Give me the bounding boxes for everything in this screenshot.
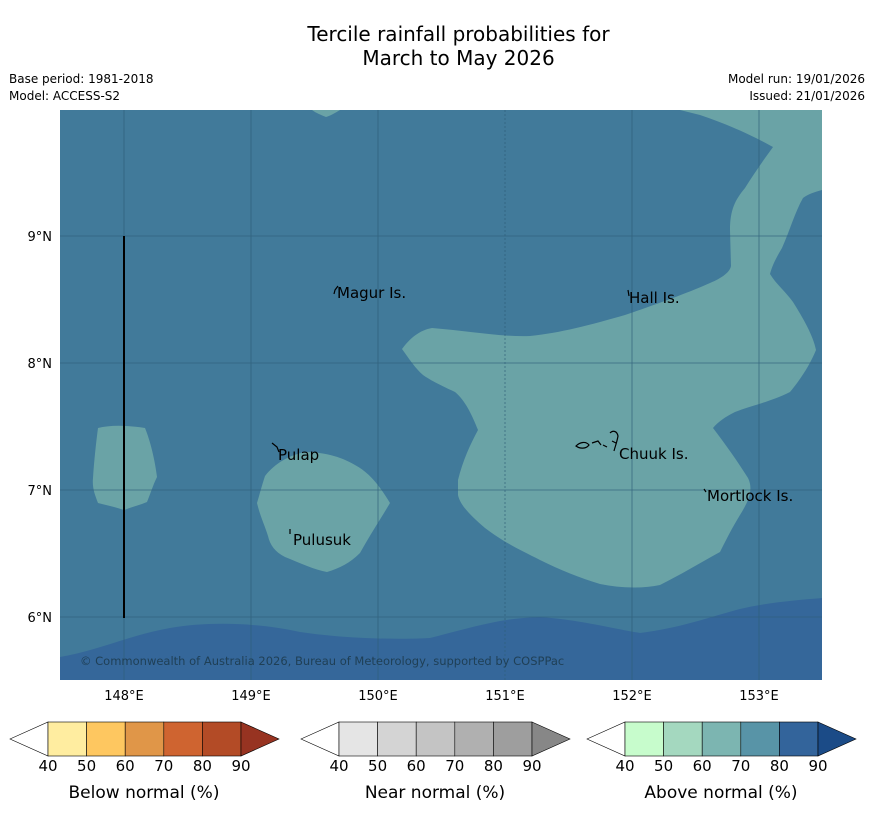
legend-near-title: Near normal (%) bbox=[365, 783, 505, 803]
near-60-region-pulap bbox=[257, 452, 390, 572]
legend-above-swatch-50-60 bbox=[663, 721, 703, 757]
place-label-pulap: Pulap bbox=[278, 446, 319, 464]
above-normal-80-band bbox=[60, 598, 822, 680]
lon-label-152e: 152°E bbox=[612, 689, 652, 704]
legend-near-normal: 40 50 60 70 80 90 Near normal (%) bbox=[300, 721, 571, 803]
legend-near-swatch-gt90 bbox=[531, 721, 571, 757]
legend-below-tick-40: 40 bbox=[38, 757, 57, 775]
legend-below-normal: 40 50 60 70 80 90 Below normal (%) bbox=[9, 721, 280, 803]
legend-below-tick-50: 50 bbox=[77, 757, 96, 775]
legend-below-swatch-40-50 bbox=[47, 721, 87, 757]
place-label-pulusuk: Pulusuk bbox=[293, 531, 351, 549]
lon-label-151e: 151°E bbox=[485, 689, 525, 704]
lon-label-149e: 149°E bbox=[231, 689, 271, 704]
legend-above-tick-80: 80 bbox=[770, 757, 789, 775]
legend-near-tick-70: 70 bbox=[445, 757, 464, 775]
legend-above-swatch-60-70 bbox=[701, 721, 742, 757]
meta-right: Model run: 19/01/2026 Issued: 21/01/2026 bbox=[728, 71, 865, 105]
legend-above-normal: 40 50 60 70 80 90 Above normal (%) bbox=[586, 721, 857, 803]
magur-island-shape bbox=[333, 285, 339, 295]
legend-near-swatches bbox=[300, 721, 571, 757]
model-name: Model: ACCESS-S2 bbox=[9, 89, 121, 103]
legend-above-tick-60: 60 bbox=[693, 757, 712, 775]
title-line-1: Tercile rainfall probabilities for bbox=[307, 22, 610, 46]
lon-label-150e: 150°E bbox=[358, 689, 398, 704]
legend-below-tick-80: 80 bbox=[193, 757, 212, 775]
legend-below-swatch-70-80 bbox=[163, 721, 203, 757]
legend-above-tick-70: 70 bbox=[731, 757, 750, 775]
issued-date: Issued: 21/01/2026 bbox=[749, 89, 865, 103]
legend-near-swatch-50-60 bbox=[377, 721, 417, 757]
legend-near-tick-50: 50 bbox=[368, 757, 387, 775]
legend-near-swatch-70-80 bbox=[454, 721, 494, 757]
legend-below-swatch-lt40 bbox=[9, 721, 49, 757]
near-60-region-north bbox=[312, 110, 340, 117]
mortlock-island-shape bbox=[703, 488, 707, 493]
legend-below-swatches bbox=[9, 721, 280, 757]
model-run: Model run: 19/01/2026 bbox=[727, 72, 865, 86]
chart-title: Tercile rainfall probabilities for March… bbox=[0, 22, 873, 70]
legend-above-tick-50: 50 bbox=[654, 757, 673, 775]
legend-above-swatch-gt90 bbox=[817, 721, 857, 757]
legend-near-tick-40: 40 bbox=[329, 757, 348, 775]
lon-label-153e: 153°E bbox=[739, 689, 779, 704]
map-area: Magur Is. Hall Is. Pulap Chuuk Is. Mortl… bbox=[60, 110, 822, 680]
place-label-magur: Magur Is. bbox=[337, 284, 406, 302]
chuuk-lagoon-shape bbox=[575, 430, 619, 452]
legend-near-tick-90: 90 bbox=[522, 757, 541, 775]
legend-above-title: Above normal (%) bbox=[644, 783, 797, 803]
near-60-region-main bbox=[402, 110, 822, 588]
legend-above-swatch-40-50 bbox=[624, 721, 664, 757]
legend-above-swatches bbox=[586, 721, 857, 757]
legend-below-swatch-60-70 bbox=[124, 721, 165, 757]
meta-left: Base period: 1981-2018 Model: ACCESS-S2 bbox=[9, 71, 154, 105]
place-label-mortlock: Mortlock Is. bbox=[707, 487, 793, 505]
legend-below-swatch-50-60 bbox=[86, 721, 126, 757]
legend-below-tick-90: 90 bbox=[231, 757, 250, 775]
legend-below-tick-60: 60 bbox=[116, 757, 135, 775]
legend-near-swatch-lt40 bbox=[300, 721, 340, 757]
place-label-chuuk: Chuuk Is. bbox=[619, 445, 688, 463]
legend-below-title: Below normal (%) bbox=[69, 783, 220, 803]
pulap-island-shape bbox=[271, 442, 280, 453]
legend-below-swatch-gt90 bbox=[240, 721, 280, 757]
legend-above-swatch-lt40 bbox=[586, 721, 626, 757]
island-outlines bbox=[271, 285, 707, 534]
hall-island-shape bbox=[627, 289, 630, 297]
legend-above-swatch-70-80 bbox=[740, 721, 780, 757]
legend-near-tick-80: 80 bbox=[484, 757, 503, 775]
title-line-2: March to May 2026 bbox=[362, 46, 555, 70]
copyright-notice: © Commonwealth of Australia 2026, Bureau… bbox=[80, 654, 564, 668]
legend-above-tick-40: 40 bbox=[615, 757, 634, 775]
legend-near-swatch-80-90 bbox=[493, 721, 533, 757]
lat-label-9n: 9°N bbox=[28, 230, 53, 245]
legend-below-tick-70: 70 bbox=[154, 757, 173, 775]
lat-label-7n: 7°N bbox=[28, 484, 53, 499]
legend-above-swatch-80-90 bbox=[779, 721, 819, 757]
legend-near-swatch-60-70 bbox=[415, 721, 456, 757]
legend-above-tick-90: 90 bbox=[808, 757, 827, 775]
legend-near-tick-60: 60 bbox=[407, 757, 426, 775]
lat-label-8n: 8°N bbox=[28, 357, 53, 372]
lon-label-148e: 148°E bbox=[104, 689, 144, 704]
legend-below-swatch-80-90 bbox=[202, 721, 242, 757]
base-period: Base period: 1981-2018 bbox=[9, 72, 154, 86]
legend-near-swatch-40-50 bbox=[338, 721, 378, 757]
place-label-hall: Hall Is. bbox=[629, 289, 680, 307]
lat-label-6n: 6°N bbox=[28, 611, 53, 626]
